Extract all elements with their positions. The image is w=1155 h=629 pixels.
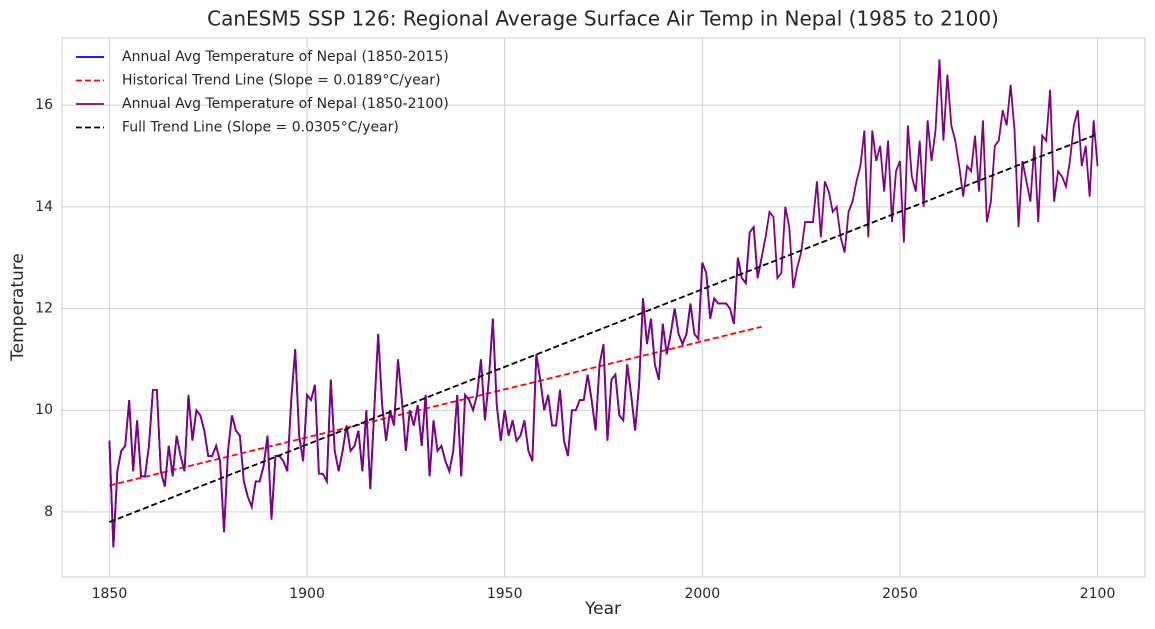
- y-tick-label: 14: [35, 199, 53, 215]
- legend-label: Full Trend Line (Slope = 0.0305°C/year): [122, 120, 399, 136]
- series-line: [108, 59, 1099, 548]
- legend-label: Annual Avg Temperature of Nepal (1850-21…: [122, 96, 449, 112]
- legend-label: Annual Avg Temperature of Nepal (1850-20…: [122, 49, 449, 65]
- x-tick-label: 1950: [487, 586, 523, 602]
- y-axis-label: Temperature: [8, 253, 28, 362]
- y-tick-label: 16: [35, 97, 53, 113]
- series-line: [108, 224, 763, 548]
- series-line: [109, 133, 1098, 523]
- x-tick-label: 2050: [882, 586, 918, 602]
- x-tick-label: 1850: [92, 586, 128, 602]
- x-axis-label: Year: [584, 599, 621, 619]
- chart-title: CanESM5 SSP 126: Regional Average Surfac…: [207, 7, 999, 31]
- x-tick-label: 2000: [684, 586, 720, 602]
- y-tick-label: 8: [44, 504, 53, 520]
- plot-frame: [61, 37, 1146, 578]
- y-tick-label: 10: [35, 402, 53, 418]
- x-tick-label: 2100: [1080, 586, 1116, 602]
- series-line: [109, 325, 762, 487]
- legend-label: Historical Trend Line (Slope = 0.0189°C/…: [122, 73, 441, 89]
- x-tick-label: 1900: [289, 586, 325, 602]
- y-tick-label: 12: [35, 301, 53, 317]
